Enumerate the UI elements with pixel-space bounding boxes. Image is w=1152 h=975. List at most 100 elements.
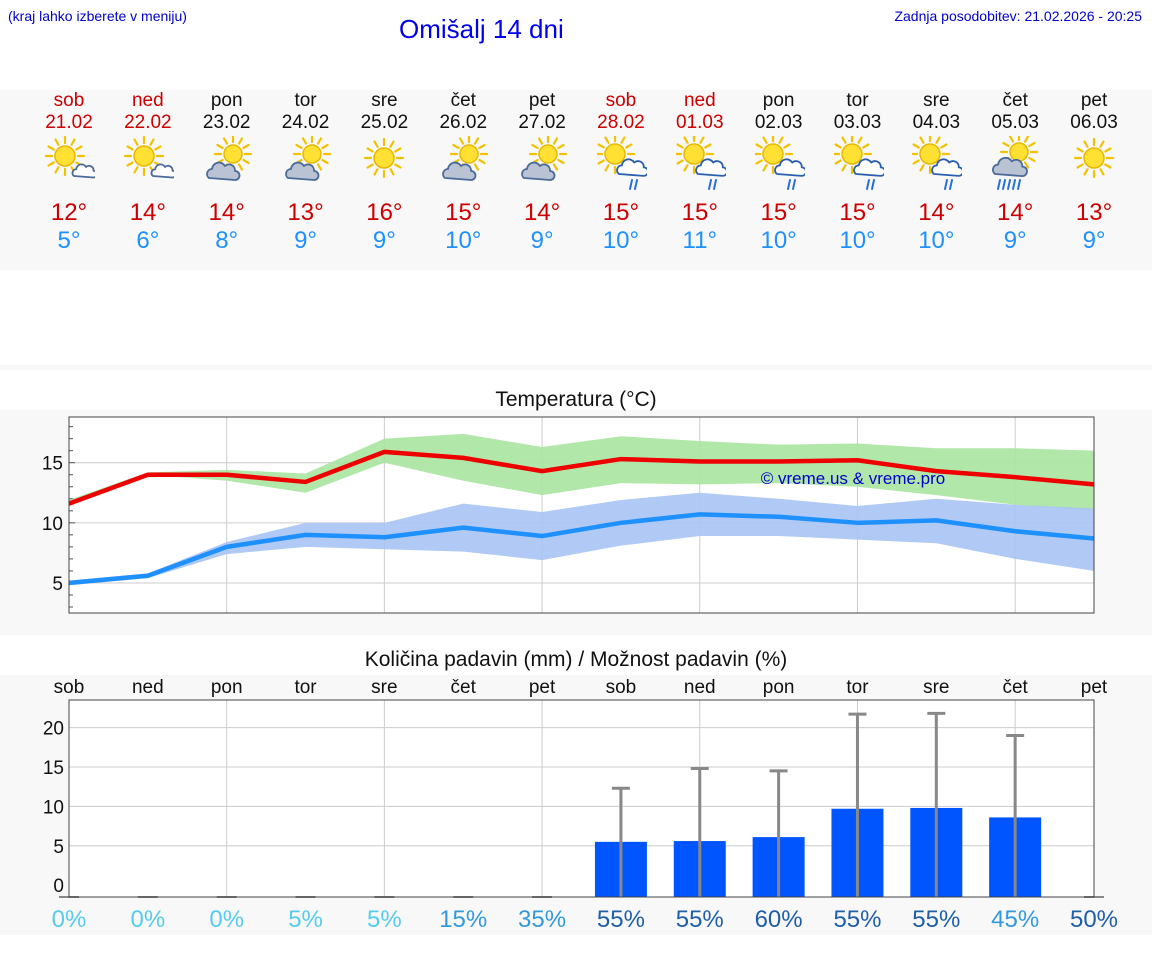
temp-plot-frame xyxy=(68,416,1095,614)
temp-min: 9° xyxy=(372,227,396,254)
day-date: 22.02 xyxy=(124,112,172,133)
precip-ytick-label: 15 xyxy=(43,758,64,779)
cloud-sun-icon xyxy=(442,136,489,181)
temp-max: 12° xyxy=(50,199,88,226)
precip-ytick-label: 20 xyxy=(43,719,64,740)
sun-icon xyxy=(1073,137,1115,179)
day-date: 27.02 xyxy=(518,112,566,133)
day-name: ned xyxy=(131,90,164,111)
temp-ytick-label: 10 xyxy=(42,514,63,535)
temp-max: 16° xyxy=(366,199,403,226)
temp-max: 15° xyxy=(602,199,640,226)
precip-ytick-label: 10 xyxy=(43,797,64,818)
temp-max: 14° xyxy=(997,199,1034,226)
temp-min: 10° xyxy=(760,227,797,254)
precipitation-chart-title: Količina padavin (mm) / Možnost padavin … xyxy=(364,648,788,671)
precip-probability-label: 0% xyxy=(131,906,166,933)
day-name: sob xyxy=(53,90,85,111)
precip-probability-label: 55% xyxy=(676,906,724,933)
temp-max: 14° xyxy=(918,199,955,226)
temp-min: 8° xyxy=(215,227,239,254)
temp-min: 6° xyxy=(136,227,160,254)
temp-min: 9° xyxy=(294,227,318,254)
precip-category-label: pet xyxy=(529,677,556,698)
day-date: 03.03 xyxy=(833,112,882,133)
day-date: 02.03 xyxy=(754,112,803,133)
temp-max: 15° xyxy=(445,199,482,226)
precip-probability-label: 15% xyxy=(439,906,487,933)
precip-category-label: sre xyxy=(371,677,397,698)
temperature-chart-title: Temperatura (°C) xyxy=(495,388,657,411)
day-date: 25.02 xyxy=(360,112,409,133)
precip-plot-frame xyxy=(68,699,1095,898)
day-date: 06.03 xyxy=(1070,112,1118,133)
day-name: čet xyxy=(1002,90,1028,111)
precip-category-label: tor xyxy=(846,677,869,698)
sun-rain-icon xyxy=(833,136,884,190)
temp-max: 15° xyxy=(681,199,718,226)
day-name: tor xyxy=(846,90,869,111)
temp-max: 13° xyxy=(287,199,324,226)
precip-probability-label: 55% xyxy=(912,906,960,933)
cloud-sun-icon xyxy=(284,136,331,181)
temp-max: 14° xyxy=(129,199,166,226)
day-date: 04.03 xyxy=(912,112,961,133)
day-date: 26.02 xyxy=(439,112,488,133)
sun-rain-icon xyxy=(675,136,726,190)
day-date: 01.03 xyxy=(676,112,724,133)
temp-min: 9° xyxy=(1082,227,1106,254)
day-date: 23.02 xyxy=(202,112,251,133)
cloud-sun-icon xyxy=(521,136,568,181)
sun-cloud-icon xyxy=(45,136,95,179)
precip-probability-label: 5% xyxy=(288,906,323,933)
precip-category-label: tor xyxy=(294,677,317,698)
temp-min: 9° xyxy=(1003,227,1027,254)
temp-ytick-label: 5 xyxy=(52,574,63,595)
temp-min: 10° xyxy=(445,227,482,254)
precip-category-label: sob xyxy=(606,677,637,698)
day-name: pon xyxy=(210,90,243,111)
day-name: sre xyxy=(371,90,398,111)
precip-category-label: pon xyxy=(211,677,243,698)
sun-rain-icon xyxy=(596,136,647,190)
temp-min: 5° xyxy=(57,227,81,254)
day-name: čet xyxy=(450,90,476,111)
day-date: 05.03 xyxy=(991,112,1039,133)
forecast-band xyxy=(0,90,1152,270)
location-hint: (kraj lahko izberete v meniju) xyxy=(8,8,187,24)
sun-icon xyxy=(364,137,405,179)
day-date: 24.02 xyxy=(281,112,330,133)
precip-category-label: sob xyxy=(54,677,85,698)
temp-max: 13° xyxy=(1075,199,1113,226)
day-name: ned xyxy=(683,90,716,111)
day-name: sre xyxy=(923,90,950,111)
page-title: Omišalj 14 dni xyxy=(399,14,564,44)
precip-category-label: ned xyxy=(132,677,164,698)
precip-category-label: sre xyxy=(923,677,949,698)
precip-category-label: pon xyxy=(763,677,795,698)
temp-min: 11° xyxy=(682,227,718,254)
precip-probability-label: 55% xyxy=(833,906,881,933)
precip-category-label: čet xyxy=(1002,677,1028,698)
precip-probability-label: 0% xyxy=(209,906,244,933)
precip-probability-label: 5% xyxy=(367,906,402,933)
last-update: Zadnja posodobitev: 21.02.2026 - 20:25 xyxy=(894,8,1142,24)
temp-min: 10° xyxy=(839,227,876,254)
cloud-sun-icon xyxy=(205,136,252,181)
sun-rain-icon xyxy=(754,136,805,190)
sun-cloud-icon xyxy=(123,136,174,179)
day-date: 28.02 xyxy=(597,112,645,133)
tmin-range-band xyxy=(69,492,1094,586)
precip-probability-label: 50% xyxy=(1070,906,1118,933)
watermark: © vreme.us & vreme.pro xyxy=(761,469,945,488)
sun-rain-icon xyxy=(912,136,963,190)
day-name: pet xyxy=(528,90,556,111)
precip-category-label: čet xyxy=(451,677,477,698)
temp-max: 14° xyxy=(523,199,561,226)
precip-probability-label: 0% xyxy=(52,906,87,933)
separator-band xyxy=(0,365,1152,370)
temp-max: 15° xyxy=(839,199,876,226)
precip-category-label: pet xyxy=(1081,677,1108,698)
day-name: tor xyxy=(294,90,317,111)
